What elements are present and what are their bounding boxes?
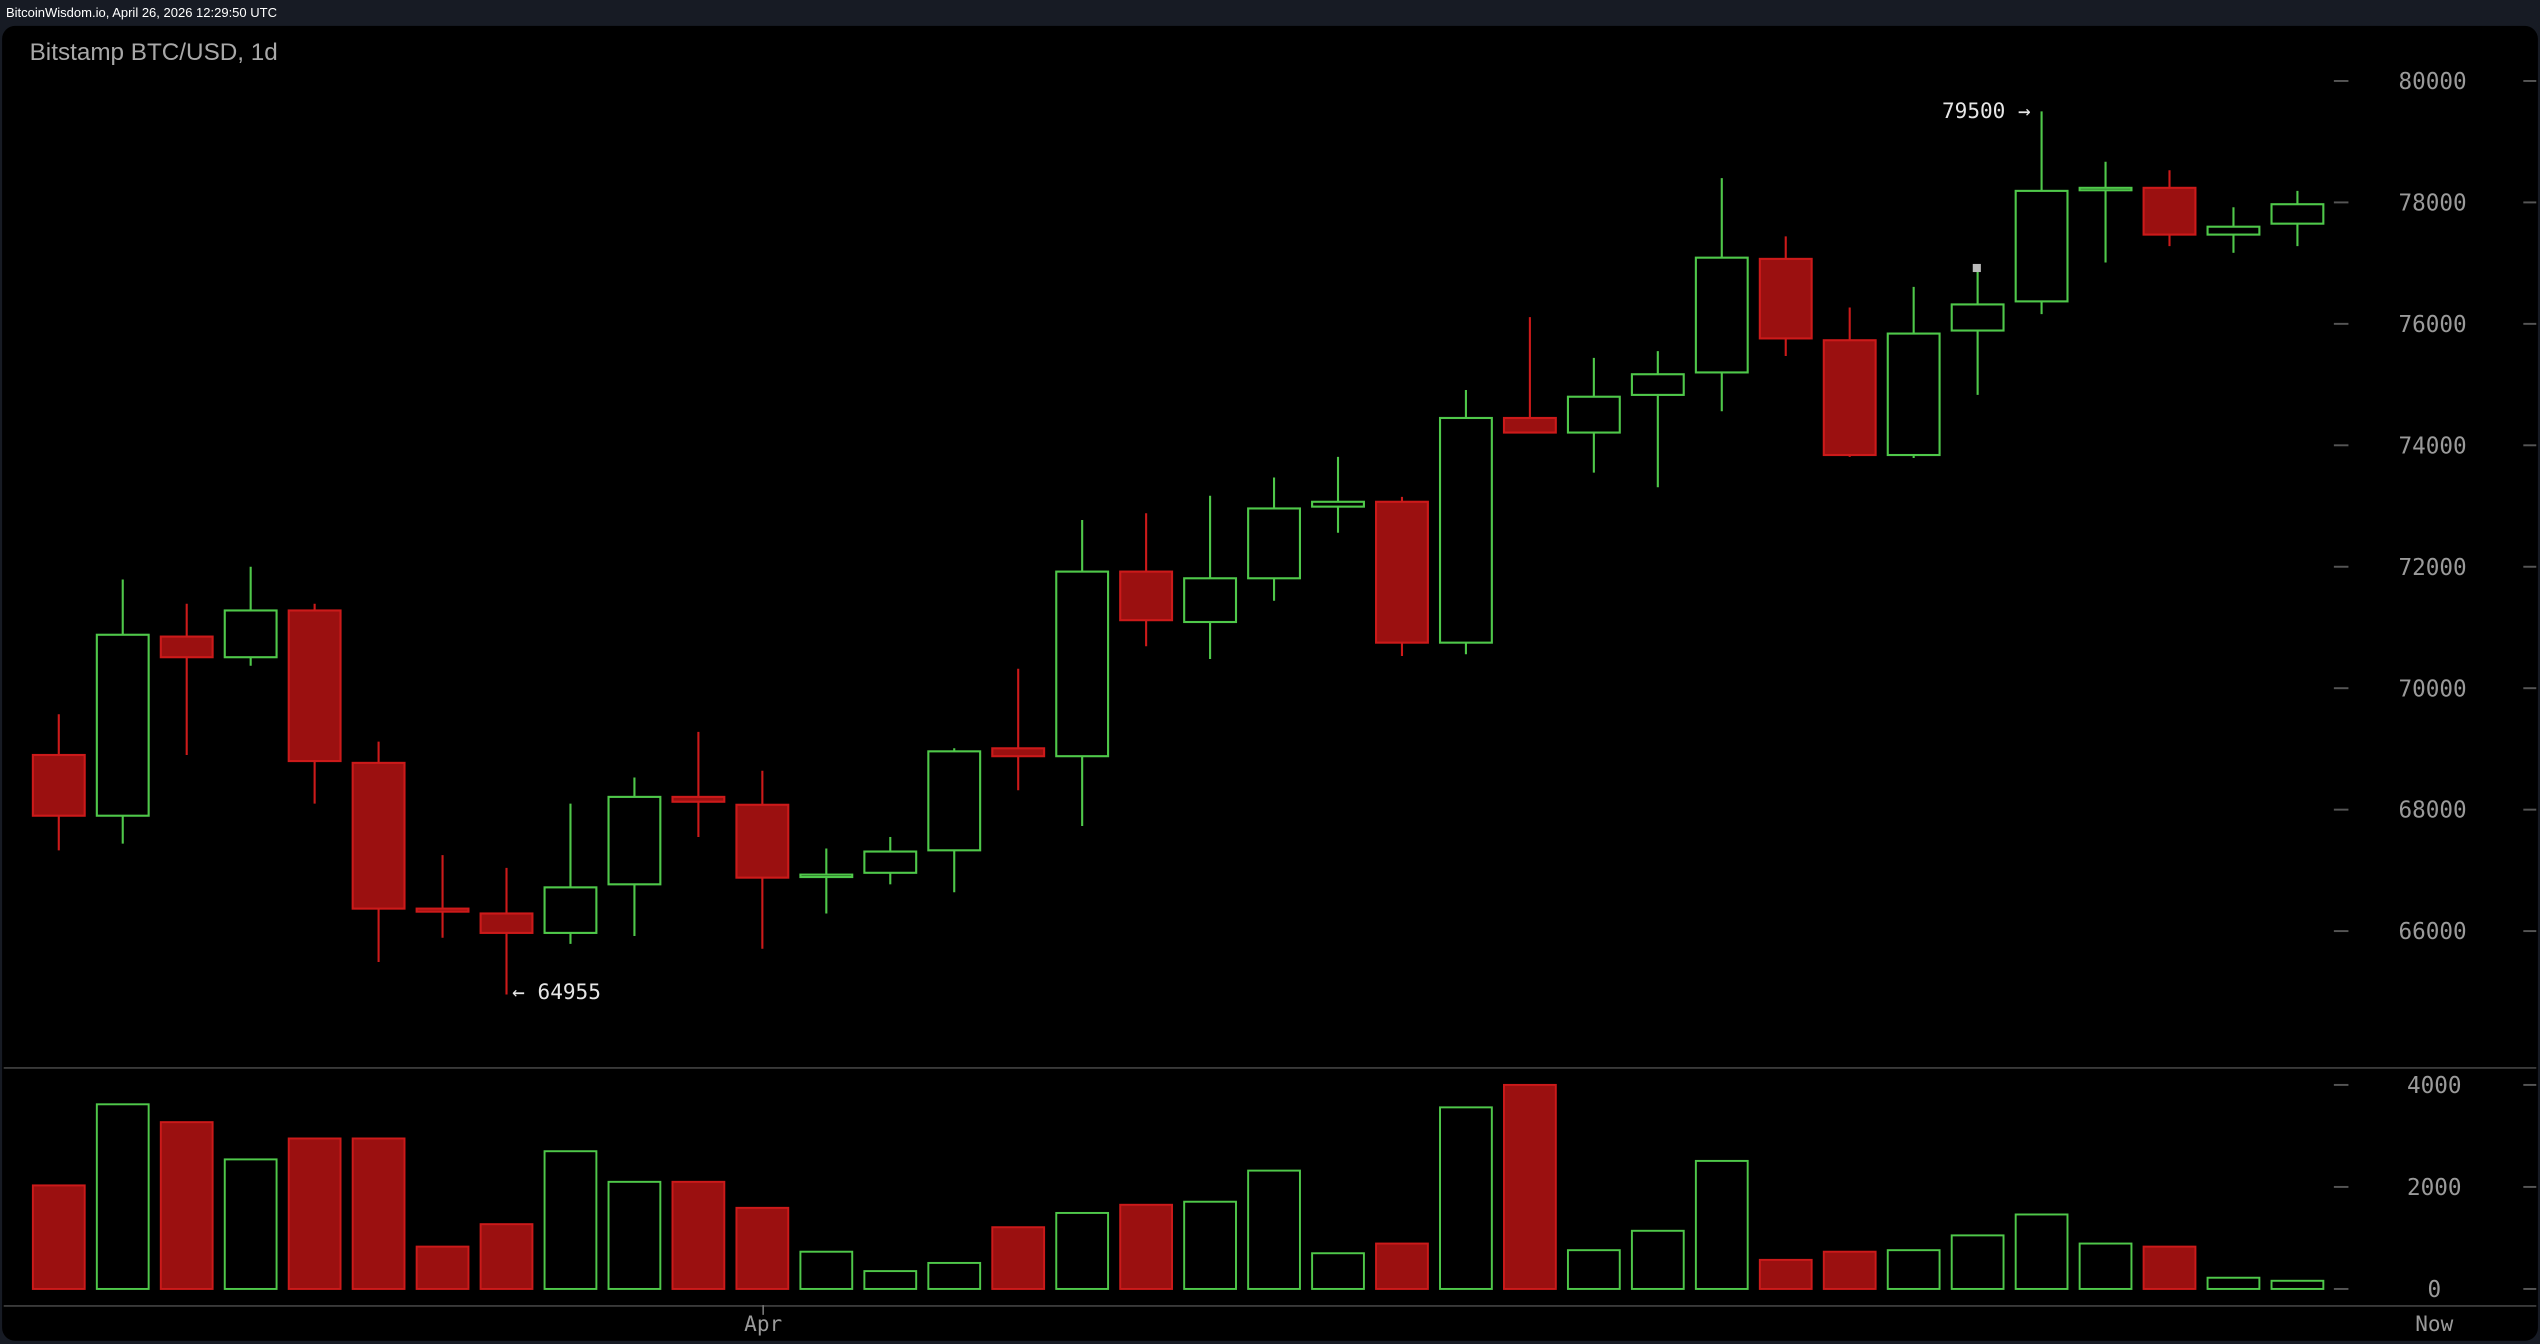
volume-bar-down xyxy=(671,1180,726,1290)
candle-up xyxy=(927,750,982,852)
candle-down xyxy=(1375,500,1429,644)
volume-bar-up xyxy=(927,1261,982,1290)
candle-down xyxy=(479,912,534,934)
x-tick-label: Apr xyxy=(744,1311,782,1336)
volume-bar-down xyxy=(1119,1203,1174,1290)
volume-bar-up xyxy=(2270,1279,2325,1290)
volume-bar-up xyxy=(799,1250,854,1290)
candle-down xyxy=(991,747,1046,758)
candle-down xyxy=(159,635,214,659)
x-tick-label: Now xyxy=(2415,1311,2453,1336)
volume-bar-down xyxy=(287,1137,342,1290)
volume-bar-up xyxy=(2206,1276,2261,1290)
candle-up xyxy=(799,873,854,879)
candle-down xyxy=(415,907,470,913)
candle-up xyxy=(2014,189,2069,303)
volume-bar-down xyxy=(31,1184,86,1290)
candle-up xyxy=(1950,303,2005,332)
candle-up xyxy=(1247,507,1302,580)
volume-bar-up xyxy=(1247,1169,1301,1290)
volume-bar-down xyxy=(1503,1083,1557,1290)
price-tick-label: 68000 xyxy=(2398,798,2466,824)
volume-bar-down xyxy=(1375,1242,1429,1290)
volume-bar-up xyxy=(863,1270,918,1290)
volume-bar-down xyxy=(479,1223,534,1290)
volume-bar-up xyxy=(1886,1249,1941,1290)
volume-bar-up xyxy=(223,1158,278,1290)
high-annotation: 79500 → xyxy=(1942,98,2031,123)
volume-bar-down xyxy=(159,1121,214,1290)
volume-bar-down xyxy=(2142,1245,2197,1290)
candle-up xyxy=(2270,203,2325,225)
price-tick-label: 74000 xyxy=(2398,433,2466,459)
candle-down xyxy=(671,795,726,803)
candle-up xyxy=(1311,500,1365,508)
volume-bar-down xyxy=(351,1137,406,1290)
volume-bar-up xyxy=(1630,1229,1685,1290)
volume-bar-down xyxy=(1822,1250,1877,1290)
volume-bar-up xyxy=(1439,1106,1493,1290)
candle-down xyxy=(287,609,342,763)
source-timestamp: BitcoinWisdom.io, April 26, 2026 12:29:5… xyxy=(0,0,2540,25)
price-tick-label: 70000 xyxy=(2398,676,2466,702)
volume-bar-up xyxy=(1694,1159,1749,1290)
volume-tick-label: 2000 xyxy=(2407,1175,2462,1201)
candle-up xyxy=(1055,570,1110,758)
price-tick-label: 78000 xyxy=(2398,191,2466,217)
candle-up xyxy=(2206,225,2261,236)
candle-down xyxy=(1822,339,1877,457)
candle-down xyxy=(1758,257,1813,340)
candle-up xyxy=(543,886,598,934)
candle-up xyxy=(863,850,918,874)
low-annotation: ← 64955 xyxy=(512,979,601,1004)
price-tick-label: 80000 xyxy=(2398,69,2466,95)
candle-up xyxy=(1566,395,1621,434)
candle-up xyxy=(1183,577,1238,624)
candle-up xyxy=(1886,332,1941,457)
price-tick-label: 72000 xyxy=(2398,555,2466,581)
volume-bar-up xyxy=(1055,1211,1110,1290)
candle-down xyxy=(735,803,790,879)
candle-up xyxy=(1630,373,1685,396)
candle-down xyxy=(1502,416,1557,434)
marker-square xyxy=(1972,263,1981,273)
candle-up xyxy=(1694,256,1749,374)
volume-tick-label: 4000 xyxy=(2407,1073,2462,1099)
volume-bar-up xyxy=(2078,1242,2133,1290)
volume-bar-down xyxy=(991,1226,1046,1290)
candle-down xyxy=(1119,570,1174,622)
volume-bar-up xyxy=(1183,1200,1237,1290)
price-tick-label: 66000 xyxy=(2398,919,2466,945)
candle-up xyxy=(223,609,278,659)
volume-bar-down xyxy=(1758,1258,1813,1290)
candle-down xyxy=(2142,186,2197,236)
volume-bar-up xyxy=(1311,1252,1365,1290)
candle-up xyxy=(95,633,150,817)
candle-up xyxy=(2078,186,2133,192)
volume-bar-up xyxy=(1950,1234,2005,1290)
volume-bar-up xyxy=(2014,1213,2069,1290)
volume-bar-down xyxy=(735,1206,790,1290)
volume-bar-up xyxy=(607,1180,662,1290)
volume-tick-label: 0 xyxy=(2427,1277,2441,1303)
volume-bar-down xyxy=(415,1245,470,1290)
price-tick-label: 76000 xyxy=(2398,312,2466,338)
candle-down xyxy=(351,761,406,910)
candle-up xyxy=(607,795,662,886)
candle-down xyxy=(31,753,86,817)
chart-title: Bitstamp BTC/USD, 1d xyxy=(30,39,278,66)
candle-up xyxy=(1438,416,1493,644)
volume-bar-up xyxy=(1566,1249,1621,1290)
volume-bar-up xyxy=(95,1103,150,1290)
volume-bar-up xyxy=(543,1150,598,1290)
